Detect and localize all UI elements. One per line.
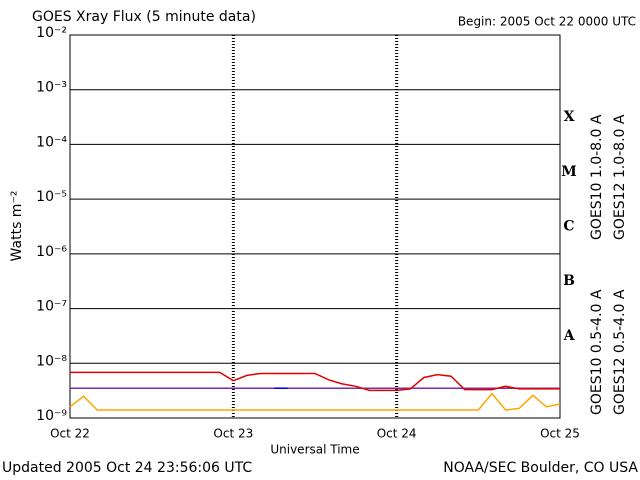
plot-frame (69, 34, 561, 419)
flare-class: X (564, 109, 575, 125)
legend-entry: GOES10 1.0-8.0 A (589, 114, 605, 240)
x-axis-label: Universal Time (270, 443, 359, 457)
x-tick-label: Oct 25 (540, 427, 580, 441)
x-tick-label: Oct 23 (213, 427, 253, 441)
series-line (69, 392, 561, 411)
footer-right: NOAA/SEC Boulder, CO USA (443, 460, 638, 476)
y-tick-label: 10⁻² (36, 25, 67, 41)
legend-entry: GOES12 1.0-8.0 A (612, 114, 628, 240)
flare-class: B (563, 273, 575, 289)
chart-subtitle: Begin: 2005 Oct 22 0000 UTC (458, 15, 636, 29)
legend-entry: GOES10 0.5-4.0 A (589, 289, 605, 415)
flare-class: M (561, 164, 577, 180)
y-axis-label: Watts m⁻² (9, 191, 25, 262)
y-tick-label: 10⁻⁵ (36, 189, 67, 205)
chart-title: GOES Xray Flux (5 minute data) (32, 9, 256, 25)
flare-class: A (563, 328, 576, 344)
legend-entry: GOES12 0.5-4.0 A (612, 289, 628, 415)
series-line (70, 371, 560, 392)
footer-left: Updated 2005 Oct 24 23:56:06 UTC (2, 460, 252, 476)
x-tick-label: Oct 22 (50, 427, 90, 441)
y-tick-label: 10⁻⁷ (36, 299, 67, 315)
y-tick-label: 10⁻³ (36, 80, 67, 96)
flare-class: C (563, 219, 574, 235)
y-tick-label: 10⁻⁹ (36, 408, 67, 424)
y-tick-label: 10⁻⁸ (36, 353, 67, 369)
y-tick-label: 10⁻⁶ (36, 244, 67, 260)
y-tick-label: 10⁻⁴ (36, 134, 67, 150)
x-tick-label: Oct 24 (377, 427, 417, 441)
